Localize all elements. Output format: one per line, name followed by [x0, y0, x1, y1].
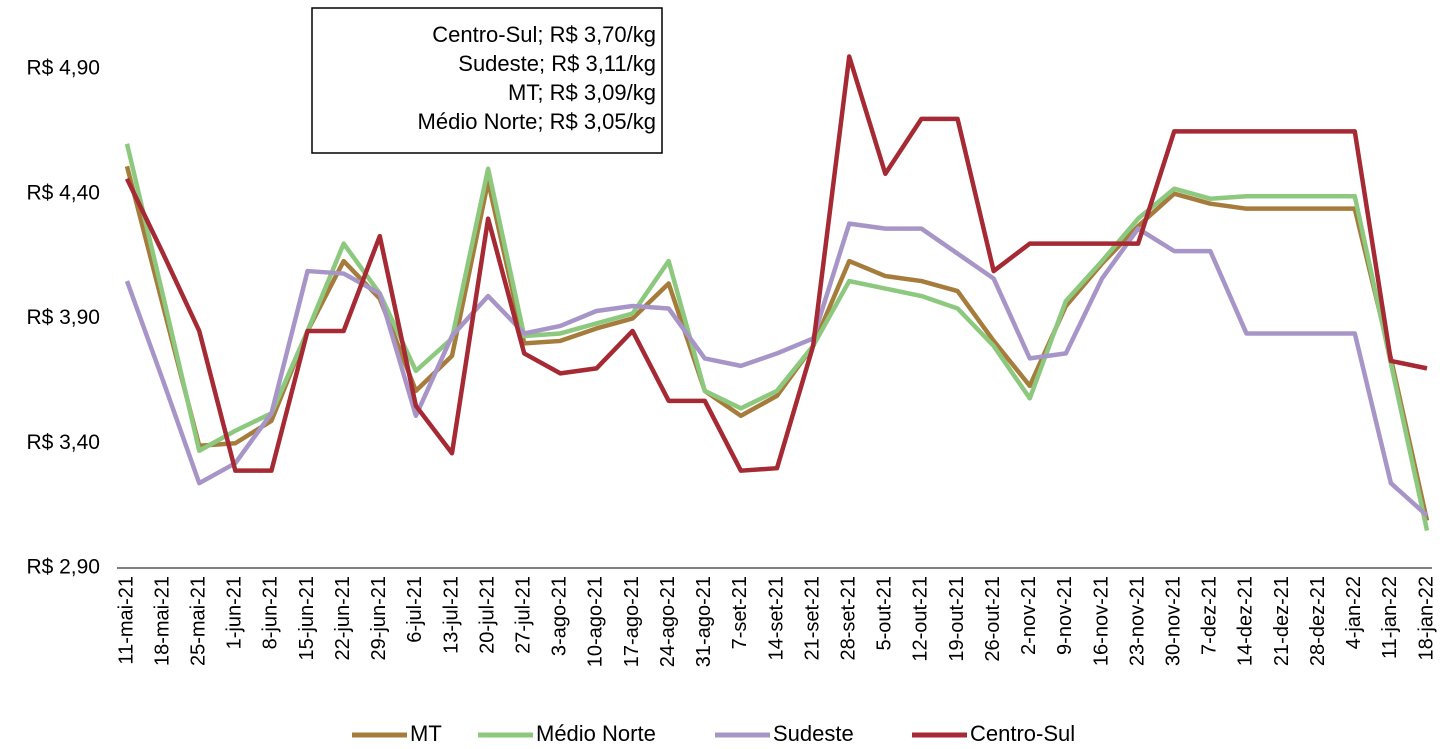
series-line — [124, 165, 1430, 522]
x-tick-label: 18-mai-21 — [151, 576, 173, 666]
x-tick-label: 17-ago-21 — [621, 576, 643, 667]
x-tick-label: 14-set-21 — [765, 576, 787, 661]
x-tick-label: 22-jun-21 — [332, 576, 354, 661]
x-tick-label: 11-mai-21 — [115, 576, 137, 665]
x-tick-label: 12-out-21 — [910, 576, 932, 662]
x-tick-label: 29-jun-21 — [368, 576, 390, 661]
x-tick-label: 24-ago-21 — [657, 576, 679, 667]
legend-label: Centro-Sul — [970, 721, 1075, 746]
legend-label: Médio Norte — [536, 721, 656, 746]
x-tick-label: 25-mai-21 — [188, 576, 210, 666]
annotation: MT; R$ 3,09/kg — [508, 80, 656, 105]
x-tick-label: 9-nov-21 — [1054, 576, 1076, 655]
annotation-box — [311, 7, 663, 154]
x-tick-label: 5-out-21 — [874, 576, 896, 651]
x-tick-label: 13-jul-21 — [440, 576, 462, 654]
x-tick-label: 15-jun-21 — [296, 576, 318, 661]
x-tick-label: 21-set-21 — [801, 576, 823, 661]
x-tick-label: 3-ago-21 — [549, 576, 571, 656]
series-line — [124, 54, 1428, 473]
x-tick-label: 20-jul-21 — [476, 576, 498, 654]
x-tick-label: 26-out-21 — [982, 576, 1004, 662]
annotation: Centro-Sul; R$ 3,70/kg — [432, 22, 656, 47]
x-tick-label: 2-nov-21 — [1018, 576, 1040, 655]
x-tick-label: 19-out-21 — [946, 576, 968, 662]
x-tick-label: 18-jan-22 — [1415, 576, 1437, 661]
annotation: Sudeste; R$ 3,11/kg — [458, 51, 656, 76]
x-tick-label: 28-set-21 — [838, 576, 860, 661]
x-tick-label: 23-nov-21 — [1126, 576, 1148, 666]
legend-label: MT — [410, 721, 442, 746]
x-tick-label: 21-dez-21 — [1271, 576, 1293, 666]
x-tick-label: 7-set-21 — [729, 576, 751, 649]
x-tick-label: 30-nov-21 — [1163, 576, 1185, 666]
x-tick-label: 8-jun-21 — [260, 576, 282, 649]
series-line — [124, 143, 1430, 532]
series-line — [124, 221, 1429, 518]
x-tick-label: 1-jun-21 — [224, 576, 246, 649]
x-tick-label: 14-dez-21 — [1235, 576, 1257, 666]
y-tick-label: R$ 2,90 — [26, 556, 100, 579]
x-tick-label: 11-jan-22 — [1379, 576, 1401, 659]
y-tick-label: R$ 4,40 — [26, 181, 100, 204]
y-tick-label: R$ 3,40 — [26, 431, 100, 454]
x-tick-label: 27-jul-21 — [513, 576, 535, 654]
y-tick-label: R$ 4,90 — [26, 56, 100, 79]
x-tick-label: 10-ago-21 — [585, 576, 607, 667]
y-tick-label: R$ 3,90 — [26, 306, 100, 329]
annotation: Médio Norte; R$ 3,05/kg — [418, 109, 656, 134]
x-tick-label: 4-jan-22 — [1343, 576, 1365, 649]
x-tick-label: 6-jul-21 — [404, 576, 426, 643]
x-tick-label: 31-ago-21 — [693, 576, 715, 667]
legend-label: Sudeste — [773, 721, 854, 746]
x-tick-label: 28-dez-21 — [1307, 576, 1329, 666]
x-tick-label: 16-nov-21 — [1090, 576, 1112, 666]
x-tick-label: 7-dez-21 — [1199, 576, 1221, 655]
